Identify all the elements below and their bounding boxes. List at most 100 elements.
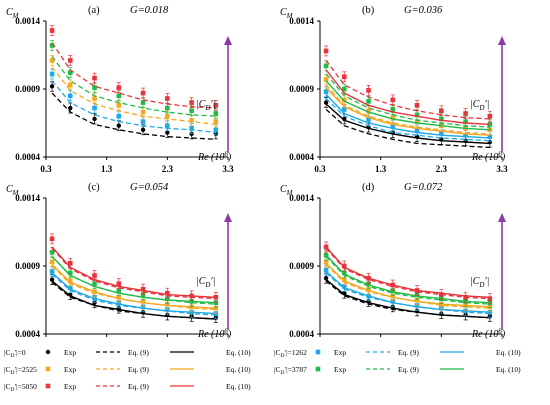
x-tick-label: 3.3	[496, 164, 508, 174]
x-axis-label: Re (106)	[197, 150, 232, 163]
legend-eq10-label: Eq. (10)	[226, 348, 251, 357]
legend-exp-label: Exp	[334, 365, 346, 374]
legend-exp-label: Exp	[64, 365, 76, 374]
g-value-label: G=0.036	[404, 5, 443, 16]
legend-exp-label: Exp	[334, 348, 346, 357]
g-value-label: G=0.072	[404, 182, 443, 193]
legend-eq10-label: Eq. (10)	[226, 365, 251, 374]
legend-eq9-label: Eq. (9)	[398, 348, 419, 357]
subplot-b: 0.0004 0.0009 0.0014 0.3 1.3 2.3 3.3 CM Re (106)…	[280, 5, 508, 174]
legend-eq10-label: Eq. (10)	[226, 382, 251, 391]
y-axis-label: CM	[280, 184, 294, 197]
plot-area	[49, 25, 219, 140]
plot-area	[49, 233, 219, 324]
panel-label: (b)	[362, 5, 375, 16]
eq9-line	[51, 281, 216, 320]
arrow-label: |CD′|	[470, 276, 489, 289]
eq10-line	[325, 103, 490, 145]
legend-exp-marker	[45, 349, 51, 355]
eq10-line	[51, 256, 216, 304]
y-tick-label: 0.0009	[289, 261, 314, 271]
legend-exp-marker	[315, 366, 321, 372]
y-tick-label: 0.0009	[15, 84, 40, 94]
eq9-line	[51, 66, 216, 126]
plot-area	[323, 45, 493, 149]
y-axis-label: CM	[6, 7, 20, 20]
y-tick-label: 0.0004	[289, 152, 314, 162]
x-tick-label: 2.3	[436, 164, 448, 174]
eq9-line	[51, 92, 216, 140]
legend-eq9-label: Eq. (9)	[398, 365, 419, 374]
x-axis-label: Re (106)	[197, 327, 232, 340]
legend-group-5050: |CD′|=5050 Exp Eq. (9) Eq. (10)	[4, 382, 251, 393]
x-tick-label: 1.3	[101, 164, 113, 174]
eq10-line	[51, 264, 216, 309]
plot-area	[323, 241, 493, 322]
legend-eq9-label: Eq. (9)	[128, 365, 149, 374]
arrow-head	[498, 213, 506, 222]
x-tick-label: 1.3	[375, 164, 387, 174]
arrow-label: |CD′|	[470, 99, 489, 112]
eq10-line	[51, 246, 216, 298]
eq10-line	[51, 272, 216, 315]
y-tick-label: 0.0014	[15, 16, 40, 26]
legend-label: |CD′|=0	[4, 348, 26, 359]
eq10-line	[51, 280, 216, 320]
g-value-label: G=0.054	[130, 182, 169, 193]
arrow-label: |CD′|	[196, 99, 215, 112]
eq9-line	[325, 73, 490, 128]
eq10-line	[325, 279, 490, 319]
y-tick-label: 0.0004	[289, 329, 314, 339]
eq9-line	[325, 256, 490, 305]
y-tick-label: 0.0009	[15, 261, 40, 271]
x-tick-label: 3.3	[222, 164, 234, 174]
eq10-line	[325, 87, 490, 136]
legend-exp-label: Exp	[64, 348, 76, 357]
eq10-line	[325, 270, 490, 313]
eq10-line	[325, 69, 490, 126]
x-axis-label: Re (106)	[471, 327, 506, 340]
legend: |CD′|=0 Exp Eq. (9) Eq. (10) |CD′|=2525 Exp Eq…	[4, 348, 521, 393]
y-axis-label: CM	[280, 7, 294, 20]
eq10-line	[325, 93, 490, 139]
y-tick-label: 0.0004	[15, 152, 40, 162]
legend-group-3787: |CD′|=3787 Exp Eq. (9) Eq. (10)	[274, 365, 521, 376]
panel-label: (c)	[88, 182, 100, 193]
x-tick-label: 0.3	[40, 164, 52, 174]
y-tick-label: 0.0014	[15, 193, 40, 203]
y-axis-label: CM	[6, 184, 20, 197]
eq10-line	[325, 254, 490, 304]
x-tick-label: 0.3	[314, 164, 326, 174]
arrow-head	[498, 36, 506, 45]
panel-label: (a)	[88, 5, 100, 16]
y-tick-label: 0.0009	[289, 84, 314, 94]
eq9-line	[325, 84, 490, 135]
eq10-line	[325, 262, 490, 308]
y-tick-label: 0.0004	[15, 329, 40, 339]
legend-group-2525: |CD′|=2525 Exp Eq. (9) Eq. (10)	[4, 365, 251, 376]
eq9-line	[325, 280, 490, 319]
legend-eq10-label: Eq. (10)	[496, 365, 521, 374]
eq9-line	[51, 273, 216, 316]
arrow-head	[224, 213, 232, 222]
eq9-line	[325, 60, 490, 120]
y-tick-label: 0.0014	[289, 16, 314, 26]
x-tick-label: 2.3	[162, 164, 174, 174]
legend-eq9-label: Eq. (9)	[128, 348, 149, 357]
legend-label: |CD′|=1262	[274, 348, 307, 359]
legend-exp-label: Exp	[64, 382, 76, 391]
eq9-line	[325, 108, 490, 149]
legend-group-0: |CD′|=0 Exp Eq. (9) Eq. (10)	[4, 348, 251, 359]
arrow-label: |CD′|	[196, 276, 215, 289]
legend-label: |CD′|=3787	[274, 365, 307, 376]
x-axis-label: Re (106)	[471, 150, 506, 163]
arrow-head	[224, 36, 232, 45]
g-value-label: G=0.018	[130, 5, 169, 16]
subplot-a: 0.0004 0.0009 0.0014 0.3 1.3 2.3 3.3 CM Re (106)…	[6, 5, 234, 174]
legend-exp-marker	[45, 366, 51, 372]
eq9-line	[325, 247, 490, 300]
eq10-line	[325, 80, 490, 131]
